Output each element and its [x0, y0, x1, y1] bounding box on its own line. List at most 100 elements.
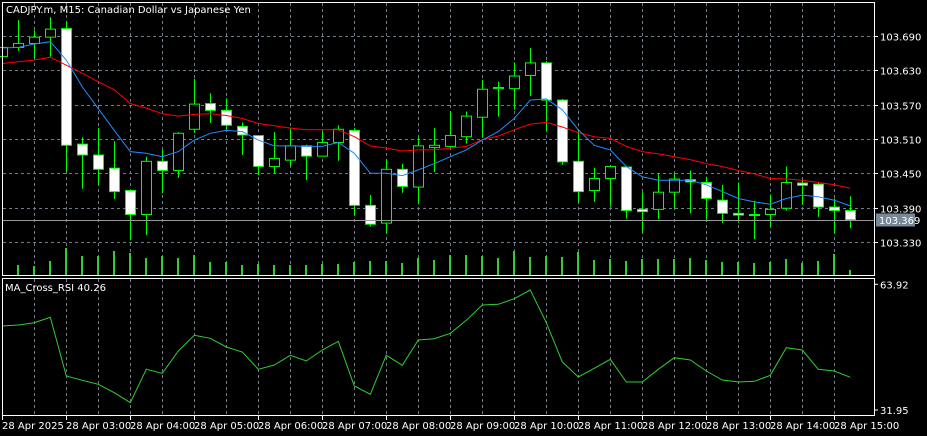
- volume-bar: [161, 256, 163, 276]
- candle: [285, 127, 296, 166]
- volume-bar: [145, 258, 147, 276]
- volume-bar: [705, 260, 707, 276]
- candle: [317, 130, 328, 157]
- candle: [509, 62, 520, 110]
- candle-body: [653, 191, 664, 210]
- time-tick-label: 28 Apr 08:00: [386, 421, 451, 432]
- volume-bar: [753, 263, 755, 276]
- time-tick-label: 28 Apr 03:00: [66, 421, 131, 432]
- volume-bar: [689, 258, 691, 276]
- candle: [301, 144, 312, 181]
- price-axis[interactable]: 103.690 103.630 103.570 103.510 103.450 103.3…: [874, 33, 921, 418]
- candle-body: [157, 160, 168, 171]
- candle: [525, 48, 536, 97]
- candle-body: [717, 199, 728, 214]
- candle: [77, 137, 88, 189]
- candle: [237, 122, 248, 156]
- time-tick-label: 28 Apr 10:00: [514, 421, 579, 432]
- candle-body: [317, 141, 328, 157]
- candle-body: [525, 62, 536, 76]
- time-tick-label: 28 Apr 2025: [2, 421, 64, 432]
- candle: [125, 189, 136, 241]
- candle: [109, 141, 120, 200]
- candle-body: [205, 103, 216, 111]
- volume-bar: [513, 251, 515, 276]
- volume-bar: [625, 261, 627, 276]
- candle-body: [557, 99, 568, 163]
- candle: [701, 176, 712, 222]
- volume-bar: [577, 252, 579, 276]
- candle-body: [605, 165, 616, 179]
- candle-body: [301, 145, 312, 157]
- volume-bar: [657, 259, 659, 276]
- volume-bar: [545, 256, 547, 276]
- volume-bar: [177, 258, 179, 276]
- volume-bar: [337, 264, 339, 276]
- candle: [445, 110, 456, 148]
- candle-body: [365, 204, 376, 225]
- candle-body: [845, 210, 856, 221]
- time-tick-label: 28 Apr 14:00: [770, 421, 835, 432]
- volume-bar: [289, 265, 291, 276]
- candle-body: [669, 178, 680, 193]
- candle-body: [637, 208, 648, 213]
- time-tick-label: 28 Apr 06:00: [258, 421, 323, 432]
- volume-bar: [81, 256, 83, 276]
- candle: [61, 21, 72, 173]
- price-tick-label: 103.690: [880, 33, 921, 44]
- time-tick-label: 28 Apr 13:00: [706, 421, 771, 432]
- candle: [493, 81, 504, 117]
- candle: [653, 173, 664, 220]
- candle-body: [589, 177, 600, 191]
- current-price-tag: [876, 213, 915, 227]
- volume-bar: [225, 262, 227, 276]
- candle-body: [445, 135, 456, 147]
- candle: [637, 192, 648, 233]
- volume-bar: [641, 259, 643, 276]
- price-tick-label: 103.450: [880, 170, 921, 181]
- candle-body: [701, 181, 712, 199]
- candle: [605, 165, 616, 207]
- volume-bar: [593, 260, 595, 276]
- candle-body: [349, 129, 360, 206]
- volume-bar: [17, 265, 19, 276]
- candle-body: [813, 183, 824, 208]
- candle: [749, 200, 760, 240]
- candle-body: [749, 214, 760, 217]
- price-tick-label: 103.390: [880, 205, 921, 216]
- candle-body: [125, 189, 136, 216]
- candle: [461, 111, 472, 144]
- volume-bar: [97, 256, 99, 276]
- candle: [781, 166, 792, 211]
- candle-body: [269, 157, 280, 167]
- time-tick-label: 28 Apr 07:00: [322, 421, 387, 432]
- volume-bar: [673, 259, 675, 276]
- current-price-label: 103.369: [879, 216, 920, 227]
- candle-body: [141, 160, 152, 216]
- fast-ma-line: [2, 41, 851, 207]
- candle-body: [381, 168, 392, 224]
- volume-bar: [49, 261, 51, 276]
- candle: [845, 196, 856, 229]
- candle-body: [77, 143, 88, 156]
- rsi-line: [2, 289, 851, 404]
- volume-bar: [737, 262, 739, 276]
- volume-bar: [465, 255, 467, 276]
- candle: [573, 129, 584, 203]
- candle: [205, 93, 216, 123]
- candle-body: [285, 145, 296, 161]
- rsi-tick-label: 31.95: [880, 406, 909, 417]
- volume-bar: [353, 262, 355, 276]
- candle: [733, 182, 744, 223]
- candle: [813, 183, 824, 217]
- volume-bar: [385, 261, 387, 276]
- candle: [221, 98, 232, 130]
- time-tick-label: 28 Apr 09:00: [450, 421, 515, 432]
- price-tick-label: 103.510: [880, 136, 921, 147]
- candle-body: [477, 88, 488, 118]
- candle-body: [413, 145, 424, 188]
- volume-bar: [257, 264, 259, 276]
- candle-body: [45, 28, 56, 38]
